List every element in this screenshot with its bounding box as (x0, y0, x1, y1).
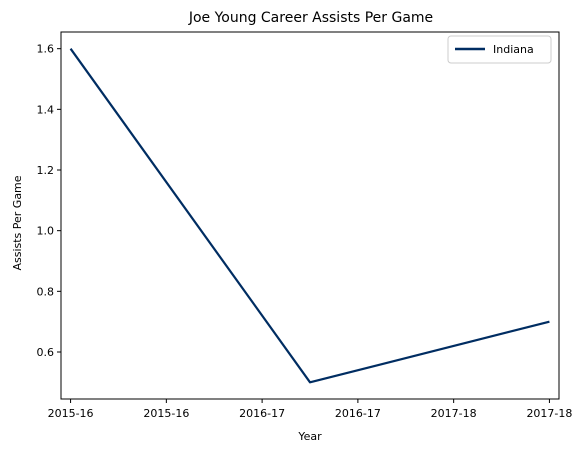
x-tick-label: 2017-18 (431, 407, 477, 420)
x-axis: 2015-16 2015-16 2016-17 2016-17 2017-18 2017-… (48, 399, 572, 420)
legend: Indiana (447, 35, 552, 64)
y-tick-label: 1.2 (37, 164, 55, 177)
plot-area-frame (60, 31, 560, 400)
series-line-indiana (69, 48, 550, 384)
y-tick-label: 0.8 (37, 285, 55, 298)
chart-title: Joe Young Career Assists Per Game (188, 10, 433, 26)
y-axis: 0.6 0.8 1.0 1.2 1.4 1.6 (37, 43, 61, 359)
x-tick-label: 2015-16 (48, 407, 94, 420)
legend-label-indiana: Indiana (493, 43, 534, 56)
x-tick-label: 2015-16 (143, 407, 189, 420)
x-axis-label: Year (297, 430, 322, 443)
y-tick-label: 1.6 (37, 43, 55, 56)
y-tick-label: 0.6 (37, 346, 55, 359)
x-tick-label: 2017-18 (526, 407, 572, 420)
y-axis-label: Assists Per Game (11, 175, 24, 270)
x-tick-label: 2016-17 (239, 407, 285, 420)
legend-box (447, 35, 552, 64)
y-tick-label: 1.0 (37, 225, 55, 238)
x-tick-label: 2016-17 (335, 407, 381, 420)
series-layer (69, 48, 550, 384)
y-tick-label: 1.4 (37, 103, 55, 116)
